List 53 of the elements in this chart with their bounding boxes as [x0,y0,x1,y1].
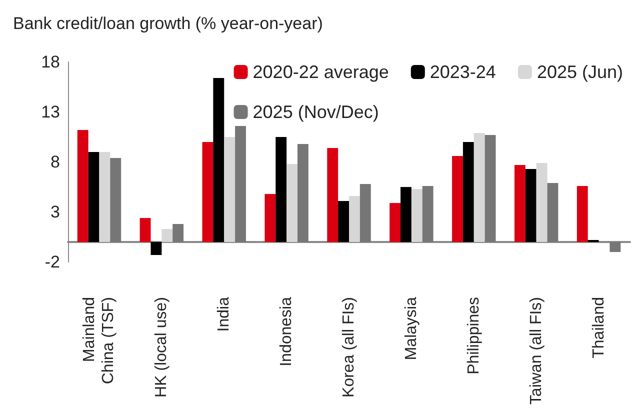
bar [172,224,184,242]
chart-title: Bank credit/loan growth (% year-on-year) [13,14,323,33]
y-tick-label: 13 [41,102,60,122]
bar [77,130,88,242]
y-tick-label: 18 [41,52,60,72]
bar [276,137,287,242]
x-tick-label: HK (local use) [153,297,170,398]
bar [411,189,422,242]
legend-label: 2020-22 average [252,62,389,82]
x-tick-label: Mainland China (TSF) [81,297,118,384]
bar [536,163,548,242]
bar [484,135,496,242]
x-tick-label: India [216,296,233,332]
bar [327,148,338,242]
bar [474,133,485,242]
bar [514,165,526,242]
bar [610,242,621,252]
legend-label: 2023-24 [430,62,496,82]
bar [264,194,276,242]
bar [338,201,349,242]
bar [422,186,434,242]
bar [297,144,308,242]
y-tick-label: 3 [50,202,60,222]
bar [452,156,463,242]
bar [88,152,100,242]
bar [150,242,162,255]
x-tick-label: Korea (all FIs) [340,297,358,398]
bar [525,169,536,242]
bar [390,203,401,242]
y-tick-label: -2 [44,252,60,272]
bar [462,142,474,242]
y-tick-label: 8 [50,152,60,172]
bar [349,196,360,242]
bar [400,187,412,242]
x-tick-label: Philippines [465,297,482,374]
bar [162,229,173,242]
x-tick-label: Thailand [590,297,608,358]
bar [235,126,246,242]
bar [110,158,122,242]
bar [286,164,298,242]
x-tick-label: Indonesia [278,296,296,366]
bar [99,152,110,242]
bar [213,78,224,242]
x-tick-label: Taiwan (all FIs) [528,297,545,405]
bar [202,142,214,242]
bar [547,183,558,242]
bar [360,184,371,242]
legend-label: 2025 (Jun) [536,62,624,82]
x-tick-label: Malaysia [402,296,420,360]
bar [576,186,588,242]
bar [140,218,151,242]
bar [224,137,236,242]
legend-label: 2025 (Nov/Dec) [252,102,379,122]
